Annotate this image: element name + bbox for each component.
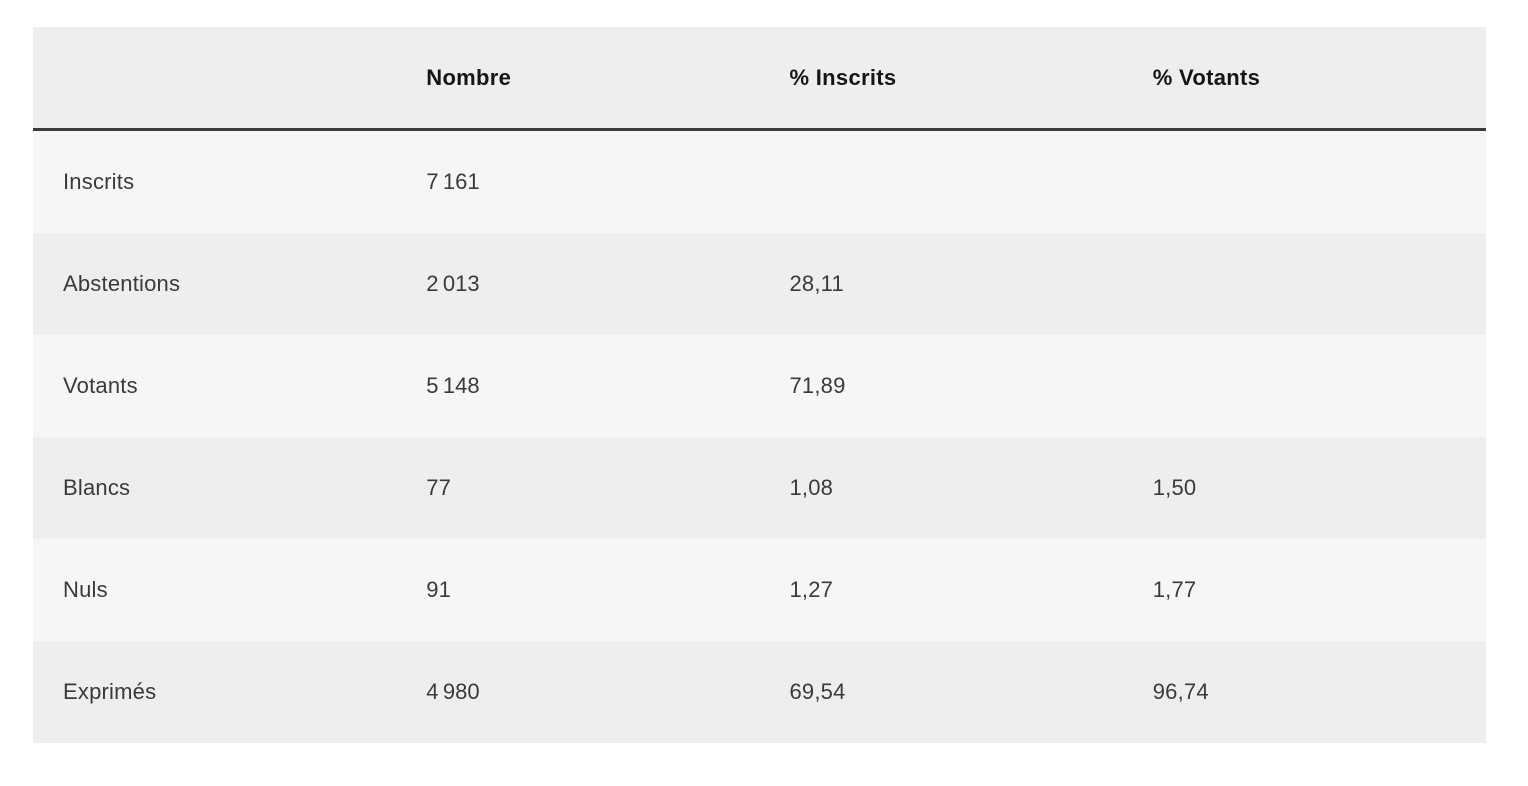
cell-pct-votants (1122, 129, 1486, 233)
cell-pct-votants: 1,77 (1122, 539, 1486, 641)
cell-nombre: 77 (396, 437, 760, 539)
column-header-nombre: Nombre (396, 27, 760, 131)
table-header: Nombre % Inscrits % Votants (33, 27, 1486, 131)
cell-pct-inscrits: 1,08 (759, 437, 1123, 539)
row-label: Abstentions (33, 233, 397, 335)
cell-nombre: 7 161 (396, 129, 760, 233)
cell-pct-votants: 96,74 (1122, 641, 1486, 743)
table-row-abstentions: Abstentions 2 013 28,11 (33, 233, 1486, 335)
participation-results-table-container: Nombre % Inscrits % Votants Inscrits 7 1… (33, 27, 1486, 743)
table-row-blancs: Blancs 77 1,08 1,50 (33, 437, 1486, 539)
column-header-pct-votants: % Votants (1122, 27, 1486, 131)
table-row-inscrits: Inscrits 7 161 (33, 129, 1486, 233)
column-header-empty (33, 27, 397, 131)
column-header-pct-inscrits: % Inscrits (759, 27, 1123, 131)
row-label: Votants (33, 335, 397, 437)
cell-pct-votants: 1,50 (1122, 437, 1486, 539)
row-label: Inscrits (33, 129, 397, 233)
cell-nombre: 5 148 (396, 335, 760, 437)
cell-pct-inscrits: 1,27 (759, 539, 1123, 641)
table-row-votants: Votants 5 148 71,89 (33, 335, 1486, 437)
cell-pct-inscrits: 71,89 (759, 335, 1123, 437)
table-row-exprimes: Exprimés 4 980 69,54 96,74 (33, 641, 1486, 743)
row-label: Nuls (33, 539, 397, 641)
cell-nombre: 91 (396, 539, 760, 641)
row-label: Exprimés (33, 641, 397, 743)
cell-nombre: 2 013 (396, 233, 760, 335)
cell-pct-votants (1122, 233, 1486, 335)
cell-nombre: 4 980 (396, 641, 760, 743)
cell-pct-inscrits: 28,11 (759, 233, 1123, 335)
table-body: Inscrits 7 161 Abstentions 2 013 28,11 V… (33, 129, 1486, 743)
cell-pct-inscrits (759, 129, 1123, 233)
header-row: Nombre % Inscrits % Votants (33, 27, 1486, 131)
row-label: Blancs (33, 437, 397, 539)
table-row-nuls: Nuls 91 1,27 1,77 (33, 539, 1486, 641)
cell-pct-inscrits: 69,54 (759, 641, 1123, 743)
cell-pct-votants (1122, 335, 1486, 437)
participation-results-table: Nombre % Inscrits % Votants Inscrits 7 1… (33, 27, 1486, 743)
